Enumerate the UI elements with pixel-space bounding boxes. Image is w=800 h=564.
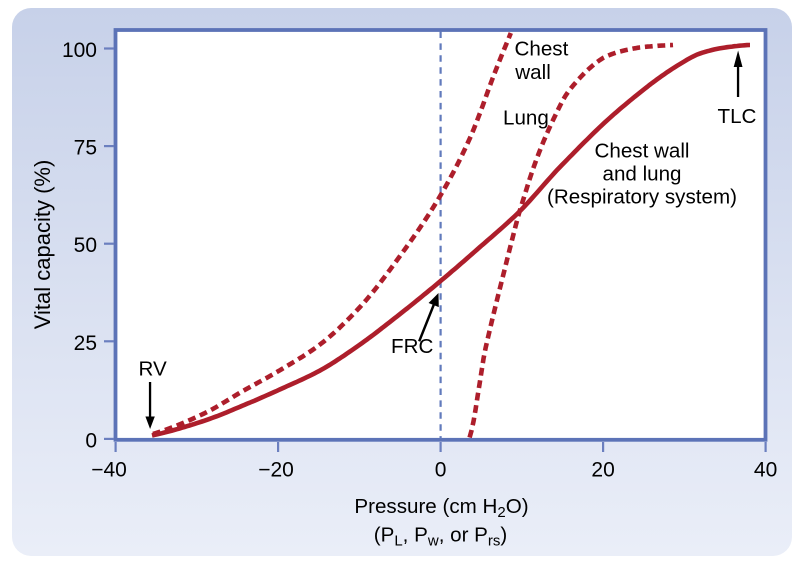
svg-text:TLC: TLC xyxy=(718,105,757,128)
svg-text:25: 25 xyxy=(74,332,97,355)
svg-text:0: 0 xyxy=(85,429,97,452)
svg-text:Chest: Chest xyxy=(515,38,569,61)
svg-text:and lung: and lung xyxy=(602,163,681,186)
svg-text:50: 50 xyxy=(74,234,97,257)
svg-text:Chest wall: Chest wall xyxy=(595,140,690,163)
svg-text:Lung: Lung xyxy=(503,107,549,130)
svg-text:FRC: FRC xyxy=(391,335,433,358)
svg-text:RV: RV xyxy=(139,358,167,381)
svg-text:40: 40 xyxy=(754,458,777,481)
svg-text:100: 100 xyxy=(62,39,97,62)
svg-text:(PL, Pw, or Prs): (PL, Pw, or Prs) xyxy=(374,524,508,550)
svg-text:Vital capacity (%): Vital capacity (%) xyxy=(30,160,55,330)
svg-text:−20: −20 xyxy=(258,458,294,481)
svg-text:75: 75 xyxy=(74,137,97,160)
svg-text:20: 20 xyxy=(591,458,614,481)
svg-text:−40: −40 xyxy=(91,458,127,481)
svg-text:(Respiratory system): (Respiratory system) xyxy=(547,186,737,209)
svg-text:wall: wall xyxy=(514,61,550,84)
svg-text:0: 0 xyxy=(435,458,447,481)
